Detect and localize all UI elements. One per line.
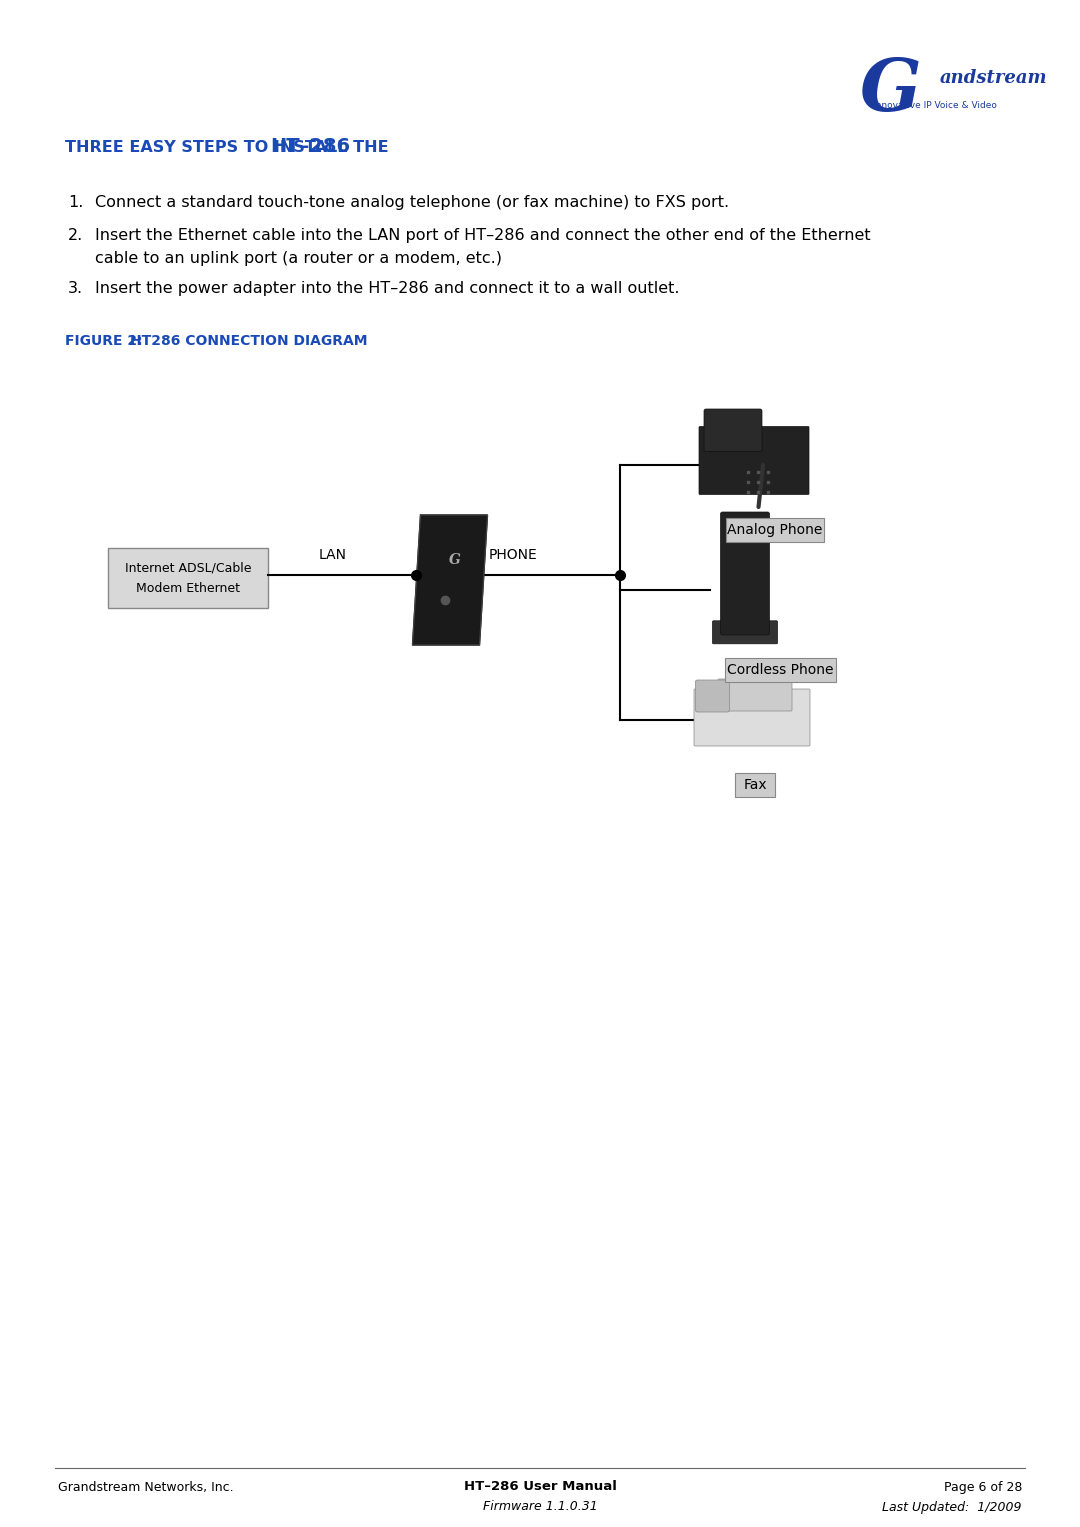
FancyBboxPatch shape [694,689,810,747]
FancyBboxPatch shape [713,621,778,644]
Text: Page 6 of 28: Page 6 of 28 [944,1481,1022,1493]
Text: cable to an uplink port (a router or a modem, etc.): cable to an uplink port (a router or a m… [95,250,502,266]
FancyBboxPatch shape [704,409,762,452]
Text: Modem Ethernet: Modem Ethernet [136,582,240,594]
FancyBboxPatch shape [735,773,774,797]
FancyBboxPatch shape [726,518,824,542]
Text: HT–286 User Manual: HT–286 User Manual [463,1481,617,1493]
Text: G: G [859,55,921,125]
Text: Firmware 1.1.0.31: Firmware 1.1.0.31 [483,1501,597,1513]
Text: Internet ADSL/Cable: Internet ADSL/Cable [125,562,252,574]
Text: FIGURE 2:: FIGURE 2: [65,334,152,348]
Text: THREE EASY STEPS TO INSTALL THE: THREE EASY STEPS TO INSTALL THE [65,140,394,156]
Text: Grandstream Networks, Inc.: Grandstream Networks, Inc. [58,1481,233,1493]
Text: HT–286: HT–286 [270,137,350,156]
Text: andstream: andstream [940,69,1048,87]
Polygon shape [413,515,487,644]
Text: Fax: Fax [743,777,767,793]
Text: Cordless Phone: Cordless Phone [727,663,834,676]
FancyBboxPatch shape [718,680,792,712]
Text: PHONE: PHONE [488,548,537,562]
FancyBboxPatch shape [696,680,729,712]
FancyBboxPatch shape [725,658,836,683]
Text: 1.: 1. [68,195,83,211]
FancyBboxPatch shape [720,512,769,635]
Text: HT286 CONNECTION DIAGRAM: HT286 CONNECTION DIAGRAM [130,334,367,348]
Text: 3.: 3. [68,281,83,296]
Text: G: G [449,553,461,567]
Text: Last Updated:  1/2009: Last Updated: 1/2009 [882,1501,1022,1513]
FancyBboxPatch shape [699,426,809,495]
Text: 2.: 2. [68,228,83,243]
Text: Analog Phone: Analog Phone [727,524,823,538]
Text: Insert the Ethernet cable into the LAN port of HT–286 and connect the other end : Insert the Ethernet cable into the LAN p… [95,228,870,243]
Text: Insert the power adapter into the HT–286 and connect it to a wall outlet.: Insert the power adapter into the HT–286… [95,281,679,296]
Text: Connect a standard touch-tone analog telephone (or fax machine) to FXS port.: Connect a standard touch-tone analog tel… [95,195,729,211]
FancyBboxPatch shape [108,548,268,608]
Text: LAN: LAN [319,548,347,562]
Text: Innovative IP Voice & Video: Innovative IP Voice & Video [873,101,997,110]
